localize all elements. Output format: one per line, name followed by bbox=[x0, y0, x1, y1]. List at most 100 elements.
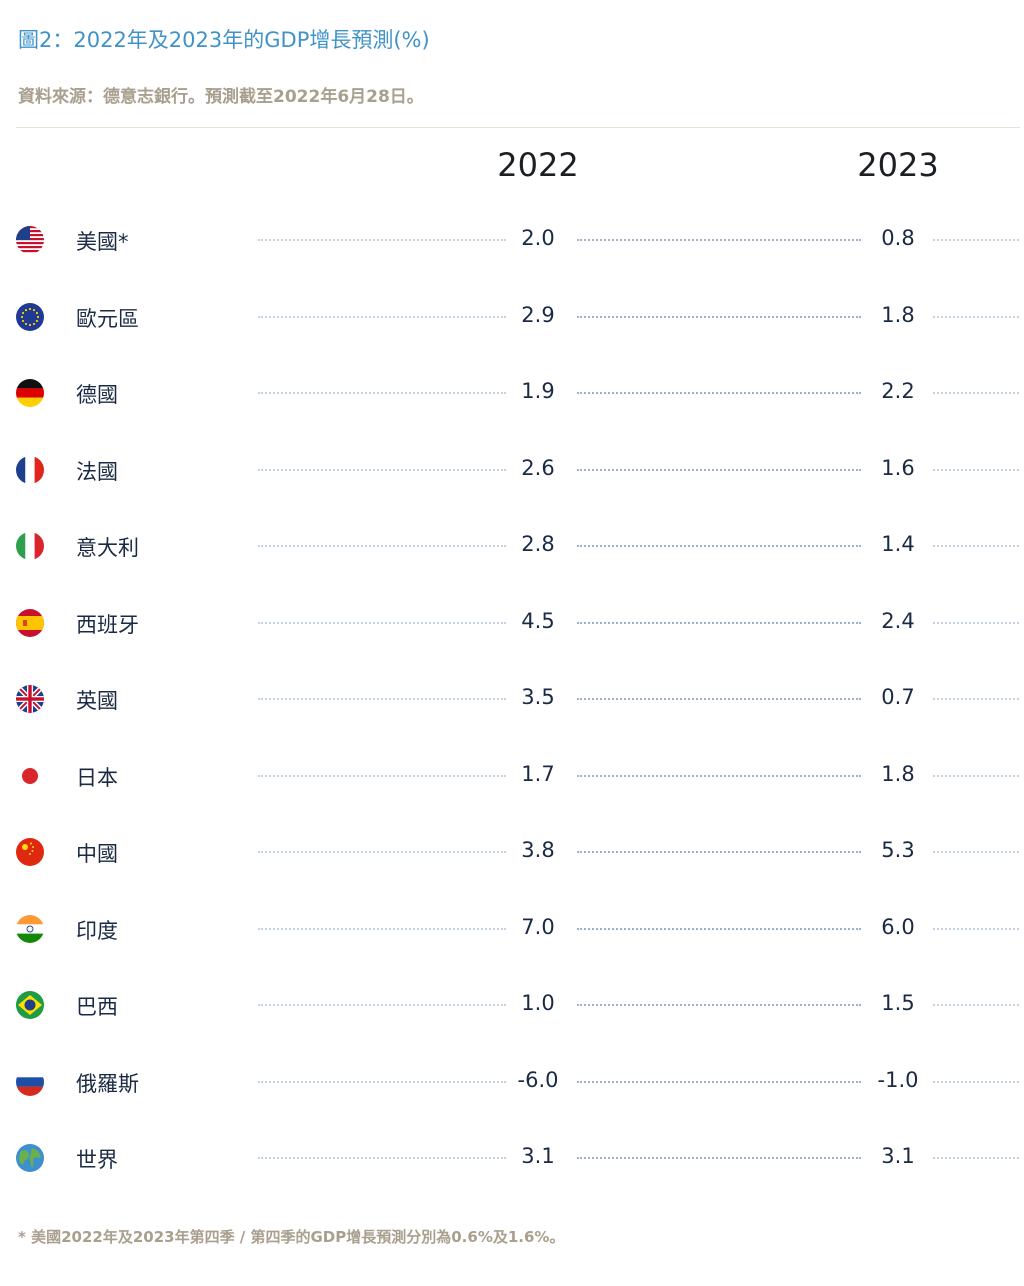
leader-dots bbox=[933, 774, 1019, 777]
leader-dots bbox=[577, 1004, 861, 1006]
value-2023: 3.1 bbox=[881, 1144, 915, 1168]
leader-dots bbox=[258, 315, 506, 318]
leader-dots bbox=[933, 392, 1019, 394]
leader-dots bbox=[258, 851, 506, 853]
country-label: 歐元區 bbox=[76, 306, 139, 331]
leader-dots bbox=[577, 851, 861, 853]
leader-dots bbox=[258, 1080, 506, 1083]
india-flag-icon bbox=[16, 914, 44, 943]
leader-dots bbox=[258, 239, 506, 241]
table-row: 英國 3.5 0.7 bbox=[0, 679, 1024, 719]
leader-dots bbox=[933, 468, 1019, 471]
leader-dots bbox=[258, 621, 506, 624]
russia-flag-icon bbox=[16, 1067, 44, 1096]
value-2023: 1.5 bbox=[881, 991, 915, 1015]
value-2023: -1.0 bbox=[877, 1067, 919, 1092]
leader-dots bbox=[577, 468, 861, 471]
leader-dots bbox=[577, 774, 861, 777]
table-row: 意大利 2.8 1.4 bbox=[0, 526, 1024, 566]
table-row: 西班牙 4.5 2.4 bbox=[0, 603, 1024, 643]
leader-dots bbox=[258, 927, 506, 930]
column-header-2023: 2023 bbox=[857, 146, 939, 184]
leader-dots bbox=[933, 621, 1019, 624]
leader-dots bbox=[577, 927, 861, 930]
value-2022: 2.9 bbox=[521, 302, 555, 327]
italy-flag-icon bbox=[16, 532, 44, 560]
country-label: 英國 bbox=[76, 689, 118, 713]
value-2023: 2.4 bbox=[881, 608, 915, 633]
country-label: 德國 bbox=[76, 383, 118, 407]
leader-dots bbox=[933, 545, 1019, 547]
value-2023: 1.8 bbox=[881, 761, 915, 786]
country-label: 世界 bbox=[76, 1148, 118, 1172]
table-row: 俄羅斯 -6.0 -1.0 bbox=[0, 1062, 1024, 1102]
leader-dots bbox=[577, 698, 861, 700]
value-2022: 2.0 bbox=[521, 226, 555, 250]
us-flag-icon bbox=[16, 226, 44, 254]
table-row: 世界 3.1 3.1 bbox=[0, 1138, 1024, 1178]
leader-dots bbox=[933, 698, 1019, 700]
table-row: 德國 1.9 2.2 bbox=[0, 373, 1024, 413]
value-2023: 1.8 bbox=[881, 302, 915, 327]
leader-dots bbox=[933, 315, 1019, 318]
japan-flag-icon bbox=[16, 761, 44, 790]
leader-dots bbox=[577, 392, 861, 394]
china-flag-icon bbox=[16, 838, 44, 866]
country-label: 法國 bbox=[76, 459, 118, 484]
leader-dots bbox=[258, 468, 506, 471]
country-label: 意大利 bbox=[76, 536, 139, 560]
country-label: 印度 bbox=[76, 918, 118, 943]
leader-dots bbox=[258, 392, 506, 394]
brazil-flag-icon bbox=[16, 991, 44, 1019]
eu-flag-icon bbox=[16, 302, 44, 331]
value-2023: 1.6 bbox=[881, 455, 915, 480]
value-2023: 6.0 bbox=[881, 914, 915, 939]
footnote: * 美國2022年及2023年第四季 / 第四季的GDP增長預測分別為0.6%及… bbox=[18, 1228, 565, 1246]
uk-flag-icon bbox=[16, 685, 44, 713]
leader-dots bbox=[258, 698, 506, 700]
header-divider bbox=[16, 127, 1020, 128]
table-row: 巴西 1.0 1.5 bbox=[0, 985, 1024, 1025]
value-2022: -6.0 bbox=[517, 1067, 559, 1092]
value-2023: 0.8 bbox=[881, 226, 915, 250]
country-label: 俄羅斯 bbox=[76, 1071, 139, 1096]
table-row: 印度 7.0 6.0 bbox=[0, 909, 1024, 949]
table-row: 法國 2.6 1.6 bbox=[0, 450, 1024, 490]
chart-title: 圖2：2022年及2023年的GDP增長預測(%) bbox=[18, 28, 430, 52]
table-row: 日本 1.7 1.8 bbox=[0, 756, 1024, 796]
value-2022: 3.5 bbox=[521, 685, 555, 709]
value-2022: 2.8 bbox=[521, 532, 555, 556]
leader-dots bbox=[577, 1157, 861, 1159]
leader-dots bbox=[577, 621, 861, 624]
france-flag-icon bbox=[16, 455, 44, 484]
value-2023: 1.4 bbox=[881, 532, 915, 556]
value-2022: 3.8 bbox=[521, 838, 555, 862]
spain-flag-icon bbox=[16, 608, 44, 637]
leader-dots bbox=[258, 774, 506, 777]
leader-dots bbox=[577, 239, 861, 241]
leader-dots bbox=[258, 1004, 506, 1006]
value-2022: 1.0 bbox=[521, 991, 555, 1015]
leader-dots bbox=[258, 1157, 506, 1159]
value-2023: 5.3 bbox=[881, 838, 915, 862]
leader-dots bbox=[577, 545, 861, 547]
column-header-2022: 2022 bbox=[497, 146, 579, 184]
leader-dots bbox=[577, 315, 861, 318]
source-note: 資料來源：德意志銀行。預測截至2022年6月28日。 bbox=[18, 87, 424, 107]
value-2022: 1.9 bbox=[521, 379, 555, 403]
value-2023: 0.7 bbox=[881, 685, 915, 709]
germany-flag-icon bbox=[16, 379, 44, 407]
value-2023: 2.2 bbox=[881, 379, 915, 403]
globe-icon bbox=[16, 1144, 44, 1172]
leader-dots bbox=[933, 1157, 1019, 1159]
value-2022: 7.0 bbox=[521, 914, 555, 939]
leader-dots bbox=[933, 1080, 1019, 1083]
table-row: 美國* 2.0 0.8 bbox=[0, 220, 1024, 260]
leader-dots bbox=[577, 1080, 861, 1083]
table-row: 歐元區 2.9 1.8 bbox=[0, 297, 1024, 337]
country-label: 巴西 bbox=[76, 995, 118, 1019]
value-2022: 2.6 bbox=[521, 455, 555, 480]
leader-dots bbox=[933, 927, 1019, 930]
value-2022: 4.5 bbox=[521, 608, 555, 633]
country-label: 美國* bbox=[76, 230, 129, 254]
